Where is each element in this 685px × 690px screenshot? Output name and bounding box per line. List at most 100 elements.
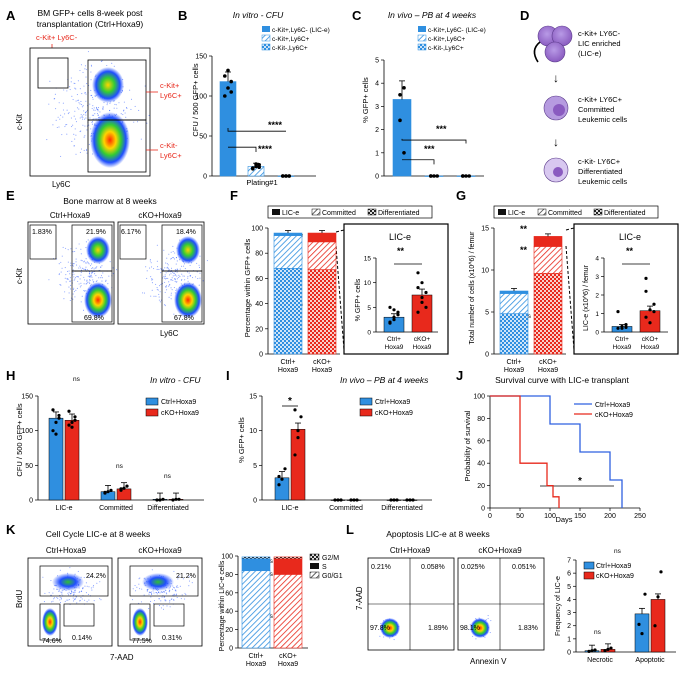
panel-d-label-2: LIC enriched <box>578 39 621 48</box>
panel-l-bar-1-0-dot-2 <box>643 592 647 596</box>
panel-letter-e: E <box>6 188 15 203</box>
panel-k-cko-scatter-event-15 <box>160 600 162 602</box>
panel-e-ctrl-scatter-event-192 <box>60 271 62 273</box>
panel-e-ctrl-scatter-event-23 <box>72 293 74 295</box>
panel-h-title: In vitro - CFU <box>150 375 201 385</box>
panel-a-scatter-event-30 <box>67 113 69 115</box>
panel-e-cko-scatter-event-215 <box>151 279 153 281</box>
panel-k-cko-scatter-event-122 <box>158 598 160 600</box>
panel-e-ctrl-scatter-event-55 <box>69 299 71 302</box>
panel-k-cko-scatter-event-54 <box>148 608 150 610</box>
panel-e-cko-scatter-event-121 <box>165 286 167 288</box>
panel-e-cko-scatter-event-216 <box>173 258 176 260</box>
panel-e-ctrl-scatter-event-18 <box>116 269 118 271</box>
panel-a-scatter-event-85 <box>66 109 68 111</box>
panel-a-scatter-event-303 <box>79 131 81 133</box>
panel-f-inset-bar-0-dot-6 <box>388 321 392 325</box>
panel-a-scatter-event-158 <box>99 111 101 113</box>
panel-e-ctrl-scatter-event-140 <box>81 267 84 269</box>
panel-k-ctrl-scatter-event-79 <box>68 599 70 601</box>
panel-e-ctrl-scatter-event-183 <box>92 271 94 273</box>
panel-a-scatter-event-95 <box>90 71 92 73</box>
panel-e-cko-scatter-event-170 <box>156 260 158 262</box>
panel-h-legend-2: cKO+Hoxa9 <box>161 410 199 417</box>
panel-a-scatter-event-109 <box>84 68 86 70</box>
panel-e-ctrl-scatter-event-9 <box>92 279 94 281</box>
panel-k-ctrl-scatter-event-124 <box>60 591 62 593</box>
panel-a-scatter-event-13 <box>60 114 62 116</box>
panel-l-cko-scatter-event-28 <box>487 615 489 617</box>
panel-a-scatter-event-286 <box>97 109 99 111</box>
panel-e-cko-scatter-event-207 <box>166 263 168 265</box>
panel-e-ctrl-scatter-event-128 <box>80 271 82 273</box>
panel-a-scatter-event-316 <box>90 89 92 91</box>
panel-e-ctrl-scatter-event-92 <box>100 275 103 277</box>
panel-f-ytick-label-3: 60 <box>255 276 263 283</box>
panel-k-cko-scatter-event-157 <box>162 608 165 610</box>
panel-h-bar-2-1-dot-2 <box>177 497 181 501</box>
panel-a-scatter-event-208 <box>124 112 126 114</box>
panel-g-legend-swatch-1 <box>498 209 506 215</box>
panel-k-ctrl-scatter-event-63 <box>83 577 85 579</box>
panel-a-scatter-event-148 <box>74 128 76 130</box>
panel-e-ctrl-scatter-event-107 <box>87 281 89 283</box>
panel-letter-d: D <box>520 8 529 23</box>
panel-c-title: In vivo – PB at 4 weeks <box>388 10 477 20</box>
panel-f-inset-bar-1-dot-0 <box>416 310 420 314</box>
panel-k-ctrl-scatter-event-116 <box>78 591 80 594</box>
panel-a-scatter-event-168 <box>79 103 81 105</box>
panel-k-ctrl-scatter-event-64 <box>99 581 101 583</box>
panel-f-bar-1-seg-0 <box>307 232 337 243</box>
panel-e-cko-scatter-event-116 <box>189 275 191 277</box>
panel-k-ctrl-scatter-event-74 <box>57 597 59 599</box>
panel-b-ylabel: CFU / 500 GFP+ cells <box>191 63 200 136</box>
panel-e-cko-scatter-event-61 <box>152 278 154 280</box>
panel-a-scatter-event-81 <box>80 114 82 116</box>
panel-d: c-Kit+ LY6C- LIC enriched (LIC-e) ↓ c-Ki… <box>533 25 627 186</box>
panel-k-ctrl-scatter-event-39 <box>75 596 78 598</box>
panel-e-cko-scatter-event-191 <box>174 278 176 280</box>
panel-e-ctrl-scatter-event-102 <box>94 273 96 275</box>
panel-e-cko-scatter-event-34 <box>169 284 171 286</box>
panel-l-cko-scatter-event-44 <box>486 619 488 621</box>
panel-k-legend-swatch-1 <box>309 553 320 561</box>
panel-k-ctrl-scatter-event-57 <box>74 589 76 592</box>
panel-g-inset-ylabel: LIC-e (x10^6) / femur <box>583 264 590 331</box>
panel-g-xlabel-1-1: Hoxa9 <box>538 367 558 374</box>
panel-g-inset-link-1 <box>565 227 575 231</box>
panel-k-cko-scatter-event-73 <box>179 585 181 587</box>
panel-l-xlabel-1: Apoptotic <box>635 657 665 664</box>
panel-h-bar-0-1-dot-4 <box>70 425 74 429</box>
panel-a-scatter-event-202 <box>88 124 90 126</box>
panel-k-legend-1: G2/M <box>322 555 339 562</box>
panel-l-ctrl-scatter <box>379 618 400 641</box>
panel-a-scatter-event-87 <box>129 89 131 91</box>
panel-a-scatter-event-117 <box>85 148 88 150</box>
panel-e-cko-scatter-event-148 <box>162 277 164 279</box>
panel-e-ctrl-scatter-event-95 <box>73 276 75 278</box>
panel-a-scatter-event-186 <box>57 116 59 118</box>
panel-e-cko-scatter-event-94 <box>176 275 178 277</box>
panel-e-cko-scatter-event-200 <box>164 274 166 276</box>
panel-e-ctrl-scatter-event-44 <box>70 264 72 267</box>
panel-e-cko-scatter-event-144 <box>164 267 166 269</box>
panel-a-scatter-event-177 <box>76 93 78 96</box>
panel-g-inset-bar-0-dot-0 <box>616 326 620 330</box>
panel-f-bar-0-seg-0 <box>273 232 303 236</box>
panel-k-ytick-label-3: 60 <box>225 590 233 597</box>
panel-c-bar-2-dot-3 <box>461 174 465 178</box>
panel-e-ctrl-scatter-event-165 <box>74 250 76 253</box>
panel-i-bar-1-0-dot-2 <box>339 498 343 502</box>
panel-l-ytick-label-2: 2 <box>567 623 571 630</box>
panel-d-self-renew-arrow <box>533 41 541 63</box>
panel-i-legend-1: Ctrl+Hoxa9 <box>375 399 410 406</box>
panel-i-legend-2: cKO+Hoxa9 <box>375 410 413 417</box>
panel-k-ytick-label-2: 40 <box>225 609 233 616</box>
panel-e-cko-scatter-event-44 <box>168 253 170 255</box>
panel-k-ctrl-scatter-event-134 <box>42 576 44 578</box>
panel-k-cko-scatter-event-128 <box>169 590 171 592</box>
panel-k-ctrl-scatter-event-128 <box>59 599 61 601</box>
panel-c-ytick-label-1: 1 <box>375 150 379 157</box>
panel-b-legend: c-Kit+,Ly6C- (LIC-e) c-Kit+,Ly6C+ c-Kit-… <box>261 26 330 52</box>
panel-k-cko-scatter-event-87 <box>150 591 152 593</box>
